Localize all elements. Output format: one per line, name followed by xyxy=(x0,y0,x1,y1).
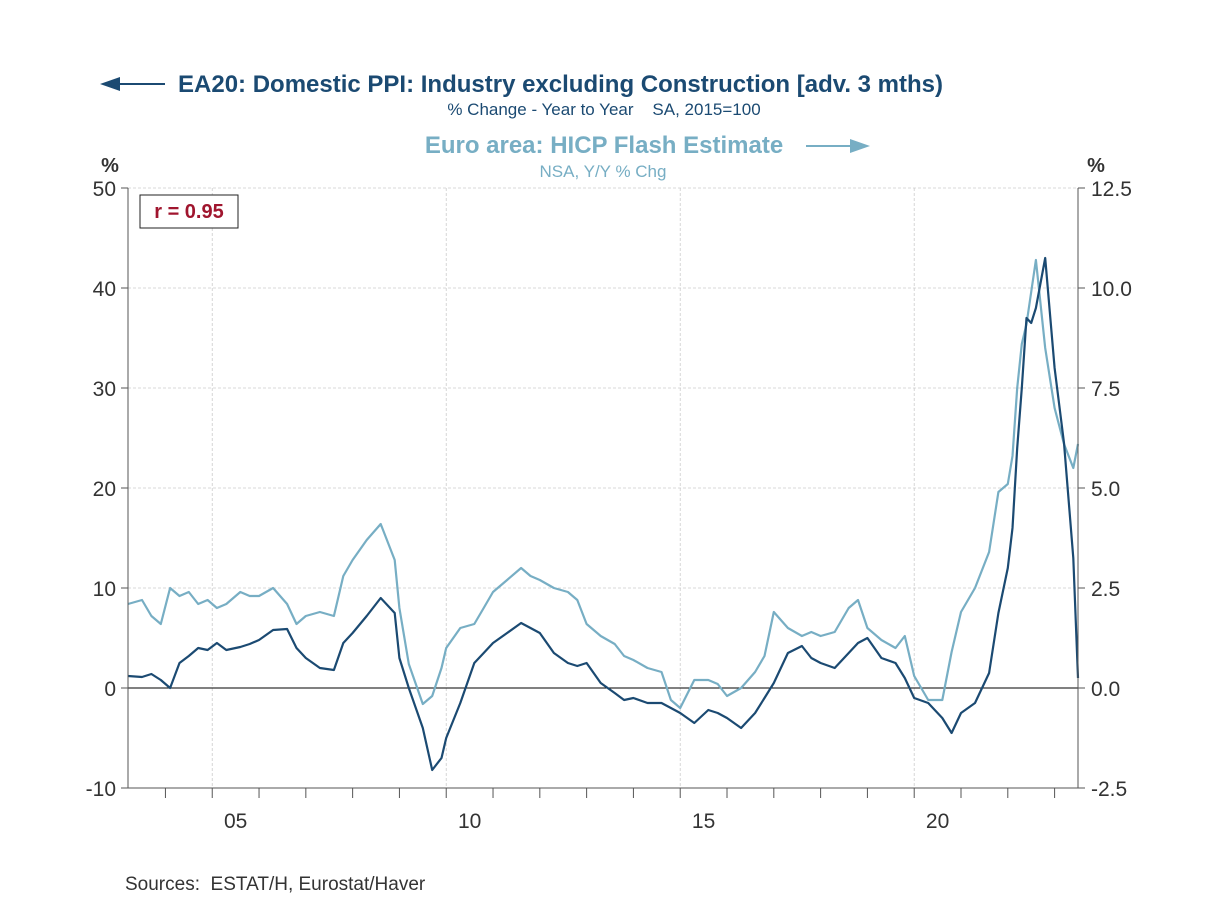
annotation-box xyxy=(139,194,239,229)
right-tick-label: 0.0 xyxy=(1091,678,1120,701)
left-tick-label: 30 xyxy=(93,378,116,401)
right-arrow-icon xyxy=(850,139,870,153)
left-arrow-icon xyxy=(100,77,120,91)
correlation-annotation: r = 0.95 xyxy=(139,194,239,229)
hicp-series-line xyxy=(127,258,1080,710)
right-tick-label: -2.5 xyxy=(1091,778,1127,801)
chart-subtitle-2: NSA, Y/Y % Chg xyxy=(540,162,667,181)
ppi-series-line xyxy=(127,256,1080,772)
x-tick-label: 20 xyxy=(926,810,949,833)
series-group xyxy=(127,256,1080,772)
left-tick-label: 40 xyxy=(93,278,116,301)
x-tick-label: 15 xyxy=(692,810,715,833)
right-tick-label: 12.5 xyxy=(1091,178,1132,201)
right-tick-label: 2.5 xyxy=(1091,578,1120,601)
chart-subtitle: % Change - Year to Year SA, 2015=100 xyxy=(447,100,760,119)
right-tick-label: 10.0 xyxy=(1091,278,1132,301)
grid xyxy=(128,187,1078,789)
left-tick-label: -10 xyxy=(86,778,116,801)
left-tick-label: 20 xyxy=(93,478,116,501)
left-axis-unit: % xyxy=(101,155,119,177)
right-tick-label: 5.0 xyxy=(1091,478,1120,501)
title-block: EA20: Domestic PPI: Industry excluding C… xyxy=(100,71,943,181)
chart-title: EA20: Domestic PPI: Industry excluding C… xyxy=(178,71,943,98)
left-tick-label: 0 xyxy=(104,678,116,701)
chart-title-2: Euro area: HICP Flash Estimate xyxy=(425,132,783,159)
annotation-text: r = 0.95 xyxy=(154,201,224,223)
axes: -10 0 10 20 30 40 50 -2.5 0.0 2.5 5.0 7.5 10.0 12.5 05… xyxy=(86,178,1132,833)
right-axis-unit: % xyxy=(1087,155,1105,177)
x-tick-label: 05 xyxy=(224,810,247,833)
left-tick-label: 50 xyxy=(93,178,116,201)
source-note: Sources: ESTAT/H, Eurostat/Haver xyxy=(125,874,426,895)
x-tick-label: 10 xyxy=(458,810,481,833)
right-tick-label: 7.5 xyxy=(1091,378,1120,401)
left-tick-label: 10 xyxy=(93,578,116,601)
